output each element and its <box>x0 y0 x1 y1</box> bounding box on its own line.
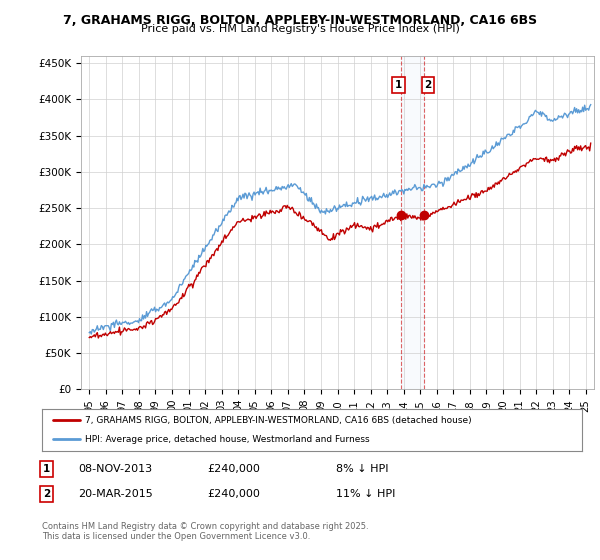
Text: Contains HM Land Registry data © Crown copyright and database right 2025.
This d: Contains HM Land Registry data © Crown c… <box>42 522 368 542</box>
Text: 11% ↓ HPI: 11% ↓ HPI <box>336 489 395 499</box>
Text: 1: 1 <box>395 80 403 90</box>
Text: £240,000: £240,000 <box>207 464 260 474</box>
Text: 7, GRAHAMS RIGG, BOLTON, APPLEBY-IN-WESTMORLAND, CA16 6BS (detached house): 7, GRAHAMS RIGG, BOLTON, APPLEBY-IN-WEST… <box>85 416 472 425</box>
Text: 7, GRAHAMS RIGG, BOLTON, APPLEBY-IN-WESTMORLAND, CA16 6BS: 7, GRAHAMS RIGG, BOLTON, APPLEBY-IN-WEST… <box>63 14 537 27</box>
Text: Price paid vs. HM Land Registry's House Price Index (HPI): Price paid vs. HM Land Registry's House … <box>140 24 460 34</box>
Text: £240,000: £240,000 <box>207 489 260 499</box>
Text: HPI: Average price, detached house, Westmorland and Furness: HPI: Average price, detached house, West… <box>85 435 370 445</box>
Text: 1: 1 <box>43 464 50 474</box>
Bar <box>401 56 424 389</box>
Text: 2: 2 <box>424 80 431 90</box>
Text: 20-MAR-2015: 20-MAR-2015 <box>78 489 153 499</box>
Text: 2: 2 <box>43 489 50 499</box>
Text: 8% ↓ HPI: 8% ↓ HPI <box>336 464 389 474</box>
Text: 08-NOV-2013: 08-NOV-2013 <box>78 464 152 474</box>
